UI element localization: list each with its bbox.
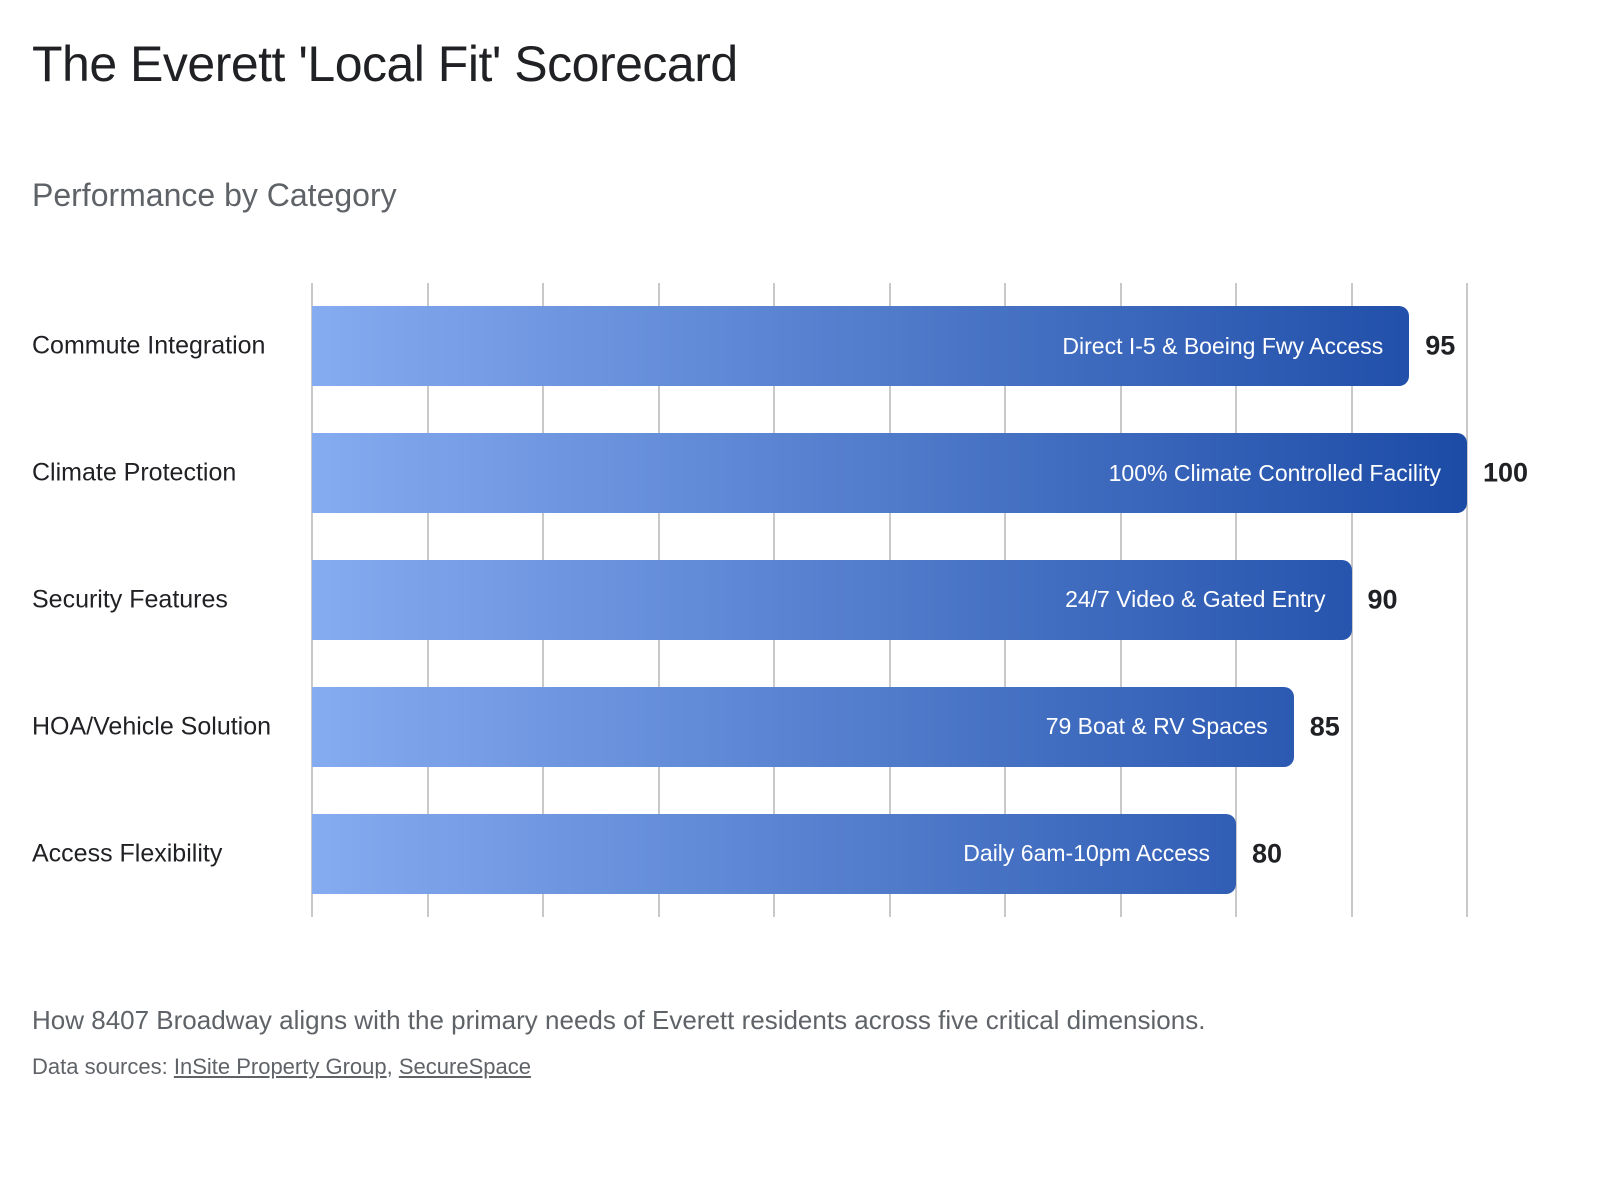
source-link-insite-property-group[interactable]: InSite Property Group xyxy=(173,1054,387,1079)
chart-rows: Commute Integration Direct I-5 & Boeing F… xyxy=(0,283,1600,917)
bar-track: Daily 6am-10pm Access 80 xyxy=(312,813,1467,894)
chart-row: Security Features 24/7 Video & Gated Entr… xyxy=(0,537,1600,664)
page-title: The Everett 'Local Fit' Scorecard xyxy=(32,36,738,92)
bar-label: 100% Climate Controlled Facility xyxy=(1108,459,1441,486)
bar: Daily 6am-10pm Access xyxy=(312,813,1236,894)
category-label: Climate Protection xyxy=(32,458,237,487)
source-link-securespace[interactable]: SecureSpace xyxy=(398,1054,531,1079)
value-label: 95 xyxy=(1425,330,1456,361)
chart-row: Access Flexibility Daily 6am-10pm Access 8… xyxy=(0,790,1600,917)
bar-track: Direct I-5 & Boeing Fwy Access 95 xyxy=(312,306,1467,387)
category-label: Commute Integration xyxy=(32,331,266,360)
chart-row: Commute Integration Direct I-5 & Boeing F… xyxy=(0,283,1600,410)
bar-chart: Commute Integration Direct I-5 & Boeing F… xyxy=(0,283,1600,917)
category-label: Security Features xyxy=(32,585,228,614)
bar-label: Daily 6am-10pm Access xyxy=(963,840,1210,867)
data-sources-prefix: Data sources: xyxy=(32,1054,174,1079)
value-label: 100 xyxy=(1483,457,1529,488)
chart-description: How 8407 Broadway aligns with the primar… xyxy=(32,1005,1206,1035)
gridline xyxy=(1350,283,1353,917)
chart-subtitle: Performance by Category xyxy=(32,177,397,213)
data-sources: Data sources: InSite Property Group, Sec… xyxy=(32,1053,531,1081)
gridline xyxy=(1466,283,1468,917)
bar: 24/7 Video & Gated Entry xyxy=(312,559,1352,640)
value-label: 85 xyxy=(1309,711,1340,742)
chart-row: HOA/Vehicle Solution 79 Boat & RV Spaces 8… xyxy=(0,663,1600,790)
chart-row: Climate Protection 100% Climate Controlle… xyxy=(0,410,1600,537)
bar-label: Direct I-5 & Boeing Fwy Access xyxy=(1062,332,1384,359)
bar-track: 100% Climate Controlled Facility 100 xyxy=(312,433,1528,514)
bar: 100% Climate Controlled Facility xyxy=(312,433,1467,514)
value-label: 90 xyxy=(1367,584,1398,615)
value-label: 80 xyxy=(1252,838,1283,869)
category-label: HOA/Vehicle Solution xyxy=(32,712,272,741)
bar-label: 24/7 Video & Gated Entry xyxy=(1065,586,1326,613)
bar-track: 24/7 Video & Gated Entry 90 xyxy=(312,559,1467,640)
source-separator: , xyxy=(386,1054,399,1079)
bar: 79 Boat & RV Spaces xyxy=(312,686,1294,767)
bar-label: 79 Boat & RV Spaces xyxy=(1045,713,1268,740)
category-label: Access Flexibility xyxy=(32,839,223,868)
bar: Direct I-5 & Boeing Fwy Access xyxy=(312,306,1410,387)
bar-track: 79 Boat & RV Spaces 85 xyxy=(312,686,1467,767)
